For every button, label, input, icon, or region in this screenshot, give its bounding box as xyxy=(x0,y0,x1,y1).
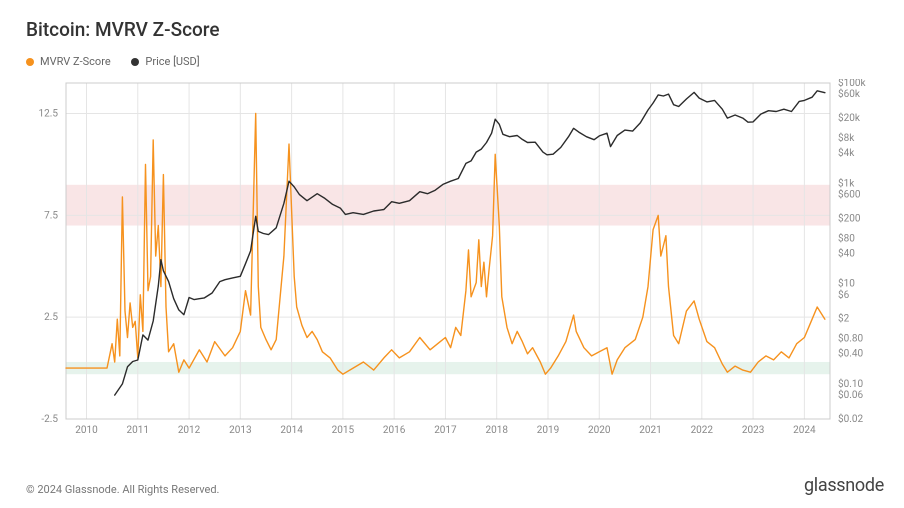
legend-item-price: Price [USD] xyxy=(131,55,199,68)
svg-text:2017: 2017 xyxy=(434,425,457,436)
svg-text:$4k: $4k xyxy=(838,146,855,159)
svg-text:$100k: $100k xyxy=(838,79,866,89)
svg-text:$10: $10 xyxy=(838,276,855,289)
svg-text:$8k: $8k xyxy=(838,131,855,144)
svg-text:2012: 2012 xyxy=(178,425,201,436)
svg-text:2023: 2023 xyxy=(742,425,764,436)
svg-text:2015: 2015 xyxy=(332,425,355,436)
svg-text:$60k: $60k xyxy=(838,87,861,100)
svg-text:2016: 2016 xyxy=(383,425,406,436)
svg-text:2022: 2022 xyxy=(691,425,714,436)
chart-svg: -2.5 2.5 7.5 12.5 $0.02 $0.06$0.10 $0.40 $0.80 $… xyxy=(26,79,884,439)
svg-text:2018: 2018 xyxy=(485,425,508,436)
svg-text:$20k: $20k xyxy=(838,111,861,124)
svg-text:$2: $2 xyxy=(838,311,850,324)
svg-text:2019: 2019 xyxy=(537,425,559,436)
svg-text:$200: $200 xyxy=(838,211,861,224)
svg-text:$80: $80 xyxy=(838,231,855,244)
series-dot-mvrv xyxy=(26,58,34,66)
svg-text:$40: $40 xyxy=(838,246,855,259)
svg-text:2010: 2010 xyxy=(75,425,98,436)
brand-logo: glassnode xyxy=(804,475,884,496)
svg-text:$0.10: $0.10 xyxy=(838,376,863,389)
svg-text:2024: 2024 xyxy=(793,425,816,436)
chart-area: -2.5 2.5 7.5 12.5 $0.02 $0.06$0.10 $0.40 $0.80 $… xyxy=(26,79,884,459)
svg-text:2014: 2014 xyxy=(280,425,303,436)
svg-text:$600: $600 xyxy=(838,187,861,200)
svg-text:-2.5: -2.5 xyxy=(41,414,58,425)
svg-text:2.5: 2.5 xyxy=(44,312,58,323)
svg-text:$1k: $1k xyxy=(838,176,855,189)
legend-label-price: Price [USD] xyxy=(145,55,199,68)
series-dot-price xyxy=(131,58,139,66)
svg-text:$6: $6 xyxy=(838,287,850,300)
svg-text:$0.02: $0.02 xyxy=(838,412,863,425)
svg-text:2020: 2020 xyxy=(588,425,611,436)
svg-text:2011: 2011 xyxy=(127,425,149,436)
copyright: © 2024 Glassnode. All Rights Reserved. xyxy=(26,483,219,496)
svg-text:2013: 2013 xyxy=(229,425,251,436)
svg-text:$0.06: $0.06 xyxy=(838,388,863,401)
legend-label-mvrv: MVRV Z-Score xyxy=(40,55,111,68)
svg-text:12.5: 12.5 xyxy=(39,108,59,119)
svg-text:2021: 2021 xyxy=(639,425,661,436)
page-title: Bitcoin: MVRV Z-Score xyxy=(26,18,884,41)
svg-text:7.5: 7.5 xyxy=(44,210,58,221)
svg-text:$0.80: $0.80 xyxy=(838,331,863,344)
legend-item-mvrv: MVRV Z-Score xyxy=(26,55,111,68)
svg-text:$0.40: $0.40 xyxy=(838,346,863,359)
legend: MVRV Z-Score Price [USD] xyxy=(26,55,884,69)
